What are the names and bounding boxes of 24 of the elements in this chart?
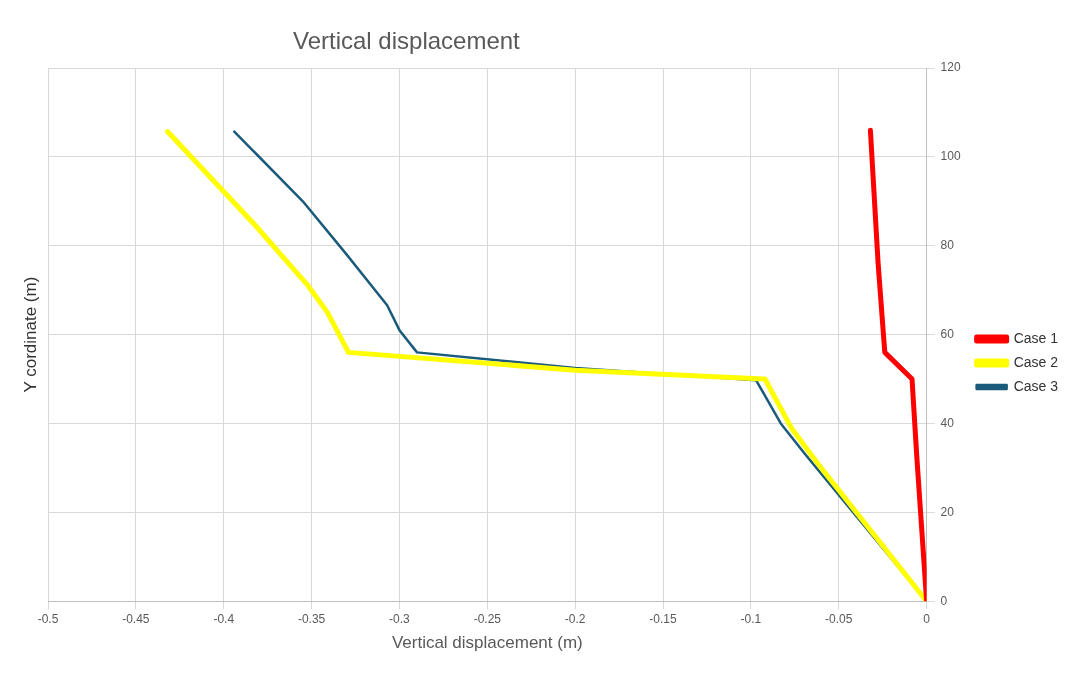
y-axis-title: Y cordinate (m) [21,276,40,393]
y-tick-label: 120 [940,60,961,75]
legend-label: Case 2 [1013,353,1059,370]
y-tick-label: 60 [940,326,955,341]
y-tick-label: 0 [940,593,948,608]
chart-title: Vertical displacement [293,26,521,54]
y-tick-label: 20 [940,504,955,519]
x-tick-label: -0.35 [297,611,326,626]
x-tick-label: -0.2 [564,611,586,626]
x-tick-label: -0.25 [473,611,502,626]
x-tick-label: -0.45 [122,611,150,626]
x-tick-label: -0.1 [740,611,762,626]
x-tick-label: -0.5 [37,611,59,626]
x-tick-label: -0.3 [389,611,411,626]
x-tick-label: -0.15 [649,611,678,626]
x-tick-label: -0.4 [213,611,235,626]
x-axis-title: Vertical displacement (m) [391,633,583,653]
y-tick-label: 80 [940,238,955,253]
y-tick-label: 100 [940,149,961,164]
legend-label: Case 3 [1013,377,1059,394]
x-tick-label: -0.05 [825,611,853,626]
x-tick-label: 0 [923,611,931,626]
y-tick-label: 40 [940,415,955,430]
legend-label: Case 1 [1013,329,1059,346]
